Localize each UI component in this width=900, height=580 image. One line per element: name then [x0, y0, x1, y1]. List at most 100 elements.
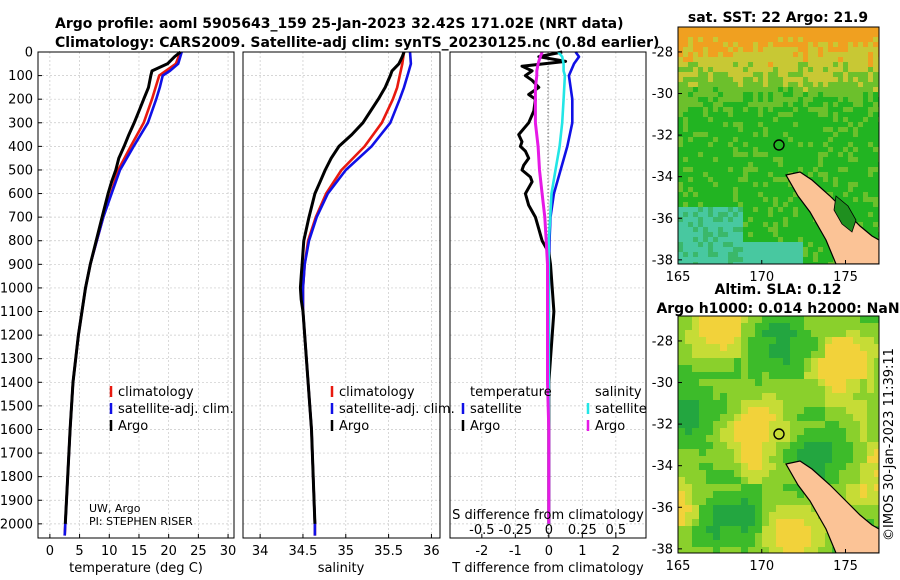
field-cell [788, 52, 794, 58]
field-cell [688, 132, 694, 138]
field-cell [733, 107, 739, 113]
field-cell [873, 162, 879, 168]
field-cell [825, 358, 833, 366]
field-cell [874, 316, 879, 324]
map-y-tick-label: -30 [652, 87, 673, 102]
field-cell [703, 197, 709, 203]
field-cell [693, 227, 699, 233]
field-cell [734, 337, 742, 345]
field-cell [699, 400, 707, 408]
field-cell [733, 72, 739, 78]
field-cell [867, 449, 875, 457]
salinity-panel: 34 34.5 35 35.5 36 salinity climatology sate… [242, 51, 455, 576]
field-cell [763, 87, 769, 93]
field-cell [728, 62, 734, 68]
x-tick-label: 35.5 [374, 544, 403, 559]
field-cell [811, 337, 819, 345]
field-cell [848, 137, 854, 143]
field-cell [683, 242, 689, 248]
field-cell [688, 247, 694, 253]
sla-map-frame [677, 315, 880, 554]
field-cell [720, 533, 728, 541]
field-cell [753, 237, 759, 243]
field-cell [797, 456, 805, 464]
field-cell [748, 484, 756, 492]
field-cell [683, 187, 689, 193]
field-cell [797, 365, 805, 373]
field-cell [738, 67, 744, 73]
field-cell [753, 172, 759, 178]
field-cell [763, 187, 769, 193]
field-cell [858, 92, 864, 98]
field-cell [853, 117, 859, 123]
field-cell [720, 386, 728, 394]
field-cell [808, 247, 814, 253]
field-cell [683, 67, 689, 73]
field-cell [741, 323, 749, 331]
field-cell [713, 177, 719, 183]
field-cell [813, 132, 819, 138]
field-cell [793, 217, 799, 223]
field-cell [804, 456, 812, 464]
field-cell [768, 92, 774, 98]
field-cell [753, 52, 759, 58]
field-cell [753, 127, 759, 133]
x-tick-label: 15 [131, 544, 148, 559]
field-cell [793, 222, 799, 228]
field-cell [776, 323, 784, 331]
field-cell [873, 137, 879, 143]
field-cell [713, 202, 719, 208]
field-cell [848, 97, 854, 103]
field-cell [683, 177, 689, 183]
field-cell [776, 344, 784, 352]
field-cell [793, 122, 799, 128]
field-cell [853, 82, 859, 88]
field-cell [734, 428, 742, 436]
field-cell [748, 421, 756, 429]
field-cell [776, 533, 784, 541]
field-cell [828, 102, 834, 108]
field-cell [778, 217, 784, 223]
field-cell [743, 67, 749, 73]
field-cell [758, 227, 764, 233]
field-cell [813, 82, 819, 88]
field-cell [685, 498, 693, 506]
field-cell [678, 358, 686, 366]
field-cell [758, 167, 764, 173]
field-cell [846, 400, 854, 408]
field-cell [797, 400, 805, 408]
field-cell [783, 197, 789, 203]
field-cell [811, 449, 819, 457]
field-cell [718, 147, 724, 153]
field-cell [863, 212, 869, 218]
series-line-satellite-adj-clim- [301, 51, 413, 536]
field-cell [769, 379, 777, 387]
field-cell [703, 252, 709, 258]
field-cell [797, 435, 805, 443]
field-cell [828, 172, 834, 178]
field-cell [783, 257, 789, 263]
field-cell [708, 187, 714, 193]
field-cell [720, 540, 728, 548]
field-cell [713, 414, 721, 422]
field-cell [748, 428, 756, 436]
field-cell [733, 247, 739, 253]
field-cell [860, 351, 868, 359]
field-cell [873, 72, 879, 78]
field-cell [713, 316, 721, 324]
field-cell [813, 112, 819, 118]
field-cell [797, 386, 805, 394]
field-cell [703, 112, 709, 118]
field-cell [813, 37, 819, 43]
field-cell [713, 47, 719, 53]
field-cell [843, 167, 849, 173]
field-cell [783, 37, 789, 43]
field-cell [727, 372, 735, 380]
field-cell [867, 337, 875, 345]
field-cell [803, 27, 809, 33]
field-cell [813, 102, 819, 108]
field-cell [748, 365, 756, 373]
field-cell [699, 316, 707, 324]
field-cell [755, 400, 763, 408]
field-cell [733, 177, 739, 183]
